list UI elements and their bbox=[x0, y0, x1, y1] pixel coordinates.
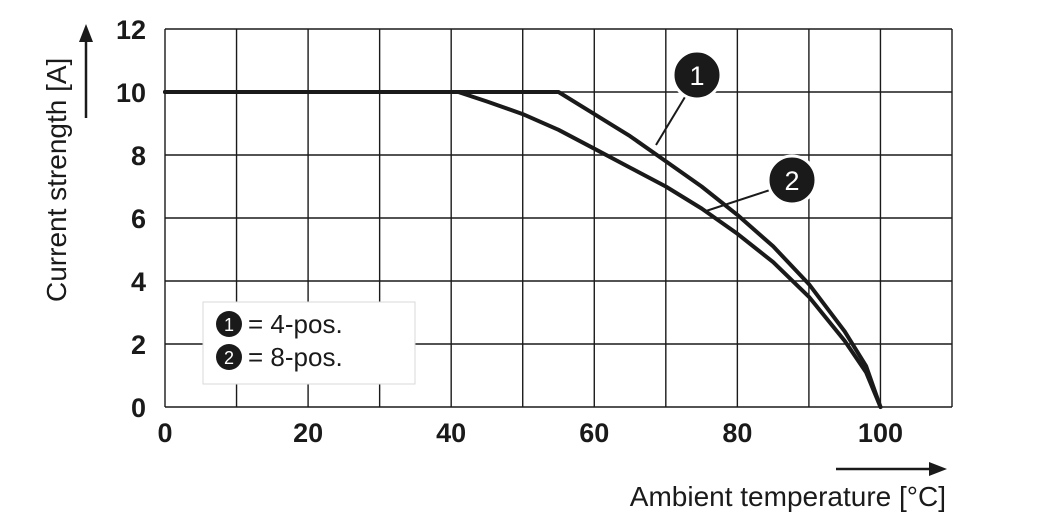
x-tick-label-0: 0 bbox=[157, 418, 172, 448]
series-2-line bbox=[163, 90, 883, 409]
legend-badge-2-label: 2 bbox=[224, 348, 234, 368]
y-axis-title-group: Current strength [A] bbox=[41, 24, 93, 302]
callout-1-badge-icon bbox=[671, 49, 723, 101]
x-axis-arrow-head bbox=[929, 462, 947, 476]
callout-1-label: 1 bbox=[689, 61, 704, 91]
y-tick-label-6: 6 bbox=[131, 204, 146, 234]
y-axis-title: Current strength [A] bbox=[41, 58, 72, 302]
legend-entry-1: 1 = 4-pos. bbox=[216, 309, 343, 339]
callout-1: 1 bbox=[655, 49, 723, 146]
curves bbox=[163, 90, 883, 409]
y-tick-label-0: 0 bbox=[131, 393, 146, 423]
x-tick-label-40: 40 bbox=[436, 418, 466, 448]
x-tick-label-100: 100 bbox=[858, 418, 903, 448]
y-axis-arrow-head bbox=[79, 24, 93, 42]
legend-badge-1-icon bbox=[216, 311, 242, 337]
legend-entry-2-text: = 8-pos. bbox=[248, 342, 343, 372]
x-tick-label-80: 80 bbox=[722, 418, 752, 448]
x-axis-title: Ambient temperature [°C] bbox=[630, 481, 946, 512]
y-tick-label-10: 10 bbox=[116, 78, 146, 108]
y-tick-label-4: 4 bbox=[131, 267, 146, 297]
x-axis-title-group: Ambient temperature [°C] bbox=[630, 462, 947, 512]
x-tick-label-20: 20 bbox=[293, 418, 323, 448]
y-tick-label-8: 8 bbox=[131, 141, 146, 171]
y-tick-label-2: 2 bbox=[131, 330, 146, 360]
legend: 1 = 4-pos. 2 = 8-pos. bbox=[202, 301, 416, 385]
legend-entry-1-text: = 4-pos. bbox=[248, 309, 343, 339]
legend-badge-1-label: 1 bbox=[224, 315, 234, 335]
callout-2-leader bbox=[705, 189, 771, 212]
x-tick-label-60: 60 bbox=[579, 418, 609, 448]
callout-1-leader bbox=[655, 91, 689, 146]
callout-2-label: 2 bbox=[784, 166, 799, 196]
legend-entry-2: 2 = 8-pos. bbox=[216, 342, 343, 372]
y-tick-label-12: 12 bbox=[116, 15, 146, 45]
callout-2: 2 bbox=[705, 154, 818, 212]
callout-2-badge-icon bbox=[766, 154, 818, 206]
series-1-line bbox=[163, 90, 883, 409]
legend-badge-2-icon bbox=[216, 344, 242, 370]
